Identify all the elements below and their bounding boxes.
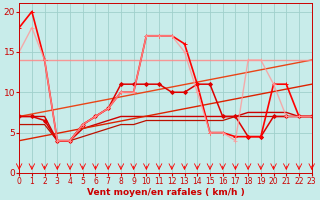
X-axis label: Vent moyen/en rafales ( km/h ): Vent moyen/en rafales ( km/h ): [86, 188, 244, 197]
